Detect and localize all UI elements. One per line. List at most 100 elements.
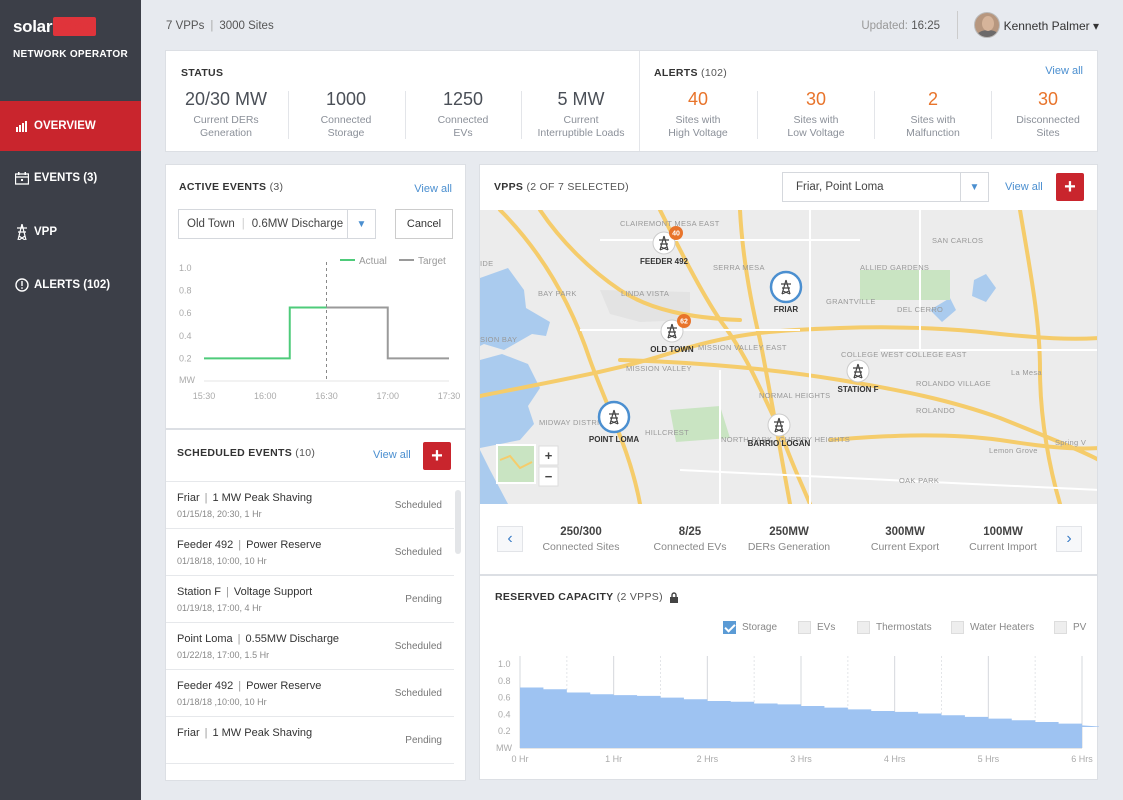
checkbox-icon xyxy=(798,621,811,634)
sidebar-item-vpp[interactable]: VPP xyxy=(0,207,141,257)
x-tick-label: 0 Hr xyxy=(511,754,528,764)
y-axis-unit: MW xyxy=(179,375,195,385)
scheduled-event-row[interactable]: Friar | 1 MW Peak Shaving 01/15/18, 20:30, … xyxy=(166,482,454,529)
chevron-right-icon: › xyxy=(1066,530,1072,547)
event-date: 01/22/18, 17:00, 1.5 Hr xyxy=(177,650,270,660)
stat-label: Connected EVs xyxy=(437,114,489,139)
divider xyxy=(405,91,406,139)
alerts-title: ALERTS (102) xyxy=(654,67,728,79)
divider xyxy=(757,91,758,139)
next-stats-button[interactable]: › xyxy=(1056,526,1082,552)
vpps-title: VPPS (2 OF 7 SELECTED) xyxy=(494,181,629,193)
sidebar-item-alerts[interactable]: ALERTS (102) xyxy=(0,260,141,310)
map-site-marker[interactable]: BARRIO LOGAN xyxy=(748,413,811,448)
divider xyxy=(288,91,289,139)
stat-label: DERs Generation xyxy=(747,541,831,553)
legend-storage-checkbox[interactable]: Storage xyxy=(723,621,777,634)
power-tower-icon xyxy=(853,363,863,379)
checkbox-checked-icon xyxy=(723,621,736,634)
map-site-marker[interactable]: POINT LOMA xyxy=(589,400,639,444)
status-stat: 20/30 MW Current DERs Generation xyxy=(166,89,286,140)
vpp-site-counts: 7 VPPs | 3000 Sites xyxy=(166,20,274,32)
map-place-label: Lemon Grove xyxy=(989,446,1038,455)
scheduled-events-view-all-link[interactable]: View all xyxy=(373,449,411,461)
vpp-count: 7 VPPs xyxy=(166,20,205,32)
map-park xyxy=(860,270,950,300)
map-site-marker[interactable]: 40 FEEDER 492 xyxy=(640,226,689,266)
map-site-marker[interactable]: 62 OLD TOWN xyxy=(650,314,694,354)
site-name: FRIAR xyxy=(774,305,799,314)
event-site: Friar xyxy=(177,492,200,504)
user-menu[interactable]: Kenneth Palmer ▾ xyxy=(1003,19,1099,33)
map-site-marker[interactable]: STATION F xyxy=(837,359,879,394)
divider: | xyxy=(238,680,242,692)
status-stat: 1250 Connected EVs xyxy=(403,89,523,140)
legend-evs-checkbox[interactable]: EVs xyxy=(798,621,835,634)
zoom-in-button[interactable] xyxy=(538,445,559,466)
chevron-down-icon[interactable]: ▼ xyxy=(960,173,988,201)
y-tick-label: 0.6 xyxy=(179,308,192,318)
vpp-stat: 300MW Current Export xyxy=(855,526,955,553)
map-streets xyxy=(580,210,1097,504)
app-subtitle: NETWORK OPERATOR xyxy=(13,49,128,60)
calendar-icon xyxy=(14,171,30,185)
sidebar-item-overview[interactable]: OVERVIEW xyxy=(0,101,141,151)
active-event-select[interactable]: Old Town | 0.6MW Discharge ▼ xyxy=(178,209,376,239)
sidebar-item-events[interactable]: EVENTS (3) xyxy=(0,153,141,203)
legend-water-heaters-checkbox[interactable]: Water Heaters xyxy=(951,621,1034,634)
scheduled-event-row[interactable]: Feeder 492 | Power Reserve 01/18/18 ,10:00,… xyxy=(166,670,454,717)
alerts-view-all-link[interactable]: View all xyxy=(1045,65,1083,77)
vpp-stat: 8/25 Connected EVs xyxy=(640,526,740,553)
site-marker-circle xyxy=(769,270,803,304)
stat-value: 8/25 xyxy=(678,526,702,538)
select-value: Friar, Point Loma xyxy=(796,181,884,193)
legend-pv-checkbox[interactable]: PV xyxy=(1054,621,1086,634)
map-water xyxy=(972,274,996,302)
solaredge-logo[interactable]: solar edge xyxy=(13,17,96,36)
divider xyxy=(166,481,465,482)
scheduled-event-row[interactable]: Feeder 492 | Power Reserve 01/18/18, 10:00,… xyxy=(166,529,454,576)
alert-stat[interactable]: 30 Disconnected Sites xyxy=(989,89,1107,140)
vpp-select[interactable]: Friar, Point Loma ▼ xyxy=(782,172,989,202)
stat-value: 5 MW xyxy=(557,89,605,109)
status-badge: Scheduled xyxy=(394,688,442,699)
chevron-down-icon[interactable]: ▼ xyxy=(347,210,375,238)
stat-label: Current Import xyxy=(969,541,1037,553)
x-tick-label: 16:00 xyxy=(254,391,277,401)
add-vpp-button[interactable]: + xyxy=(1056,173,1084,201)
map-site-marker[interactable]: FRIAR xyxy=(769,270,803,314)
event-title: Feeder 492 | Power Reserve xyxy=(177,680,321,692)
scheduled-event-row[interactable]: Station F | Voltage Support 01/19/18, 17:00… xyxy=(166,576,454,623)
add-event-button[interactable]: + xyxy=(423,442,451,470)
vpps-view-all-link[interactable]: View all xyxy=(1005,181,1043,193)
map-place-label: BAY PARK xyxy=(538,289,577,298)
stat-value: 20/30 MW xyxy=(184,89,268,109)
cancel-event-button[interactable]: Cancel xyxy=(395,209,453,239)
vpp-stat: 100MW Current Import xyxy=(953,526,1053,553)
event-title: Feeder 492 | Power Reserve xyxy=(177,539,321,551)
prev-stats-button[interactable]: ‹ xyxy=(497,526,523,552)
x-tick-label: 5 Hrs xyxy=(978,754,1000,764)
status-stat: 1000 Connected Storage xyxy=(286,89,406,140)
zoom-out-button[interactable] xyxy=(538,466,559,487)
badge-count: 40 xyxy=(672,231,680,238)
alert-stat[interactable]: 40 Sites with High Voltage xyxy=(639,89,757,140)
legend-thermostats-checkbox[interactable]: Thermostats xyxy=(857,621,932,634)
event-date: 01/18/18 ,10:00, 10 Hr xyxy=(177,697,267,707)
scrollbar[interactable] xyxy=(455,490,461,554)
scheduled-event-row[interactable]: Friar | 1 MW Peak Shaving Pending xyxy=(166,717,454,764)
vpp-map[interactable]: CLAIREMONT MESA EAST SAN CARLOS SERRA MESA… xyxy=(480,210,1098,504)
scheduled-events-list: Friar | 1 MW Peak Shaving 01/15/18, 20:30, … xyxy=(166,482,456,780)
alert-stat[interactable]: 2 Sites with Malfunction xyxy=(874,89,992,140)
sidebar-item-label: EVENTS (3) xyxy=(34,172,98,184)
scheduled-event-row[interactable]: Point Loma | 0.55MW Discharge 01/22/18, 17:… xyxy=(166,623,454,670)
active-events-view-all-link[interactable]: View all xyxy=(414,183,452,195)
alert-stat[interactable]: 30 Sites with Low Voltage xyxy=(757,89,875,140)
vpp-stat: 250MW DERs Generation xyxy=(739,526,839,553)
active-event-chart: 0.2 0.4 0.6 0.8 1.0 MW 15:30 16:00 16:30 17:00 17:… xyxy=(179,256,460,401)
stat-label: Sites with High Voltage xyxy=(668,114,728,139)
y-tick-label: 0.4 xyxy=(179,331,192,341)
site-count: 3000 Sites xyxy=(219,20,274,32)
map-place-label: OAK PARK xyxy=(899,476,939,485)
avatar[interactable] xyxy=(974,12,1000,38)
